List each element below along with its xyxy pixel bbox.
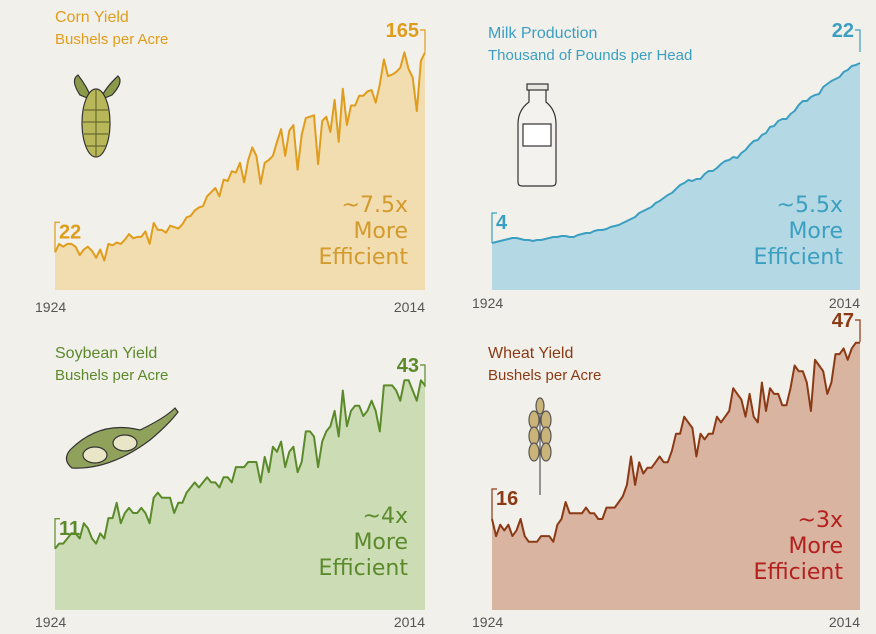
annotation: More — [353, 530, 408, 555]
data-line — [491, 62, 861, 244]
end-label: 47 — [832, 310, 854, 332]
x-tick-label: 2014 — [829, 614, 860, 630]
annotation: More — [788, 219, 843, 244]
start-bracket — [491, 488, 497, 520]
x-tick-label: 2014 — [394, 614, 425, 630]
chart-title: Soybean Yield — [55, 345, 157, 362]
start-label: 16 — [496, 488, 518, 510]
chart-subtitle: Bushels per Acre — [55, 367, 168, 384]
milk-icon — [517, 83, 557, 187]
area-fill — [55, 52, 425, 291]
end-label: 165 — [386, 20, 419, 42]
annotation: ~3x — [798, 508, 843, 533]
x-tick-label: 1924 — [472, 614, 503, 630]
end-bracket — [855, 319, 861, 342]
start-label: 4 — [496, 212, 508, 234]
area-fill — [492, 342, 860, 610]
start-bracket — [491, 212, 497, 243]
data-line — [54, 51, 426, 262]
start-label: 11 — [59, 518, 80, 540]
annotation: ~7.5x — [342, 193, 408, 218]
annotation: Efficient — [319, 556, 409, 581]
data-line — [54, 379, 426, 550]
chart-subtitle: Thousand of Pounds per Head — [488, 47, 692, 64]
x-tick-label: 1924 — [35, 614, 66, 630]
annotation: Efficient — [754, 560, 844, 585]
annotation: Efficient — [319, 245, 409, 270]
start-bracket — [54, 221, 60, 253]
chart-subtitle: Bushels per Acre — [55, 31, 168, 48]
chart-title: Wheat Yield — [488, 345, 573, 362]
chart-title: Corn Yield — [55, 9, 129, 26]
area-fill — [55, 380, 425, 610]
annotation: Efficient — [754, 245, 844, 270]
soybean-icon — [65, 407, 179, 469]
start-label: 22 — [59, 221, 81, 243]
start-bracket — [54, 518, 60, 549]
annotation: ~5.5x — [777, 193, 843, 218]
chart-title: Milk Production — [488, 25, 597, 42]
x-tick-label: 1924 — [35, 299, 66, 315]
end-label: 43 — [397, 355, 419, 377]
end-bracket — [855, 29, 861, 52]
corn-icon — [73, 74, 121, 158]
data-line — [491, 341, 860, 543]
annotation: More — [788, 534, 843, 559]
annotation: More — [353, 219, 408, 244]
chart-subtitle: Bushels per Acre — [488, 367, 601, 384]
end-bracket — [420, 364, 426, 387]
area-fill — [492, 63, 860, 290]
end-bracket — [420, 29, 426, 52]
x-tick-label: 2014 — [829, 295, 860, 311]
wheat-icon — [528, 397, 552, 495]
end-label: 22 — [832, 20, 854, 42]
x-tick-label: 2014 — [394, 299, 425, 315]
x-tick-label: 1924 — [472, 295, 503, 311]
annotation: ~4x — [363, 504, 408, 529]
